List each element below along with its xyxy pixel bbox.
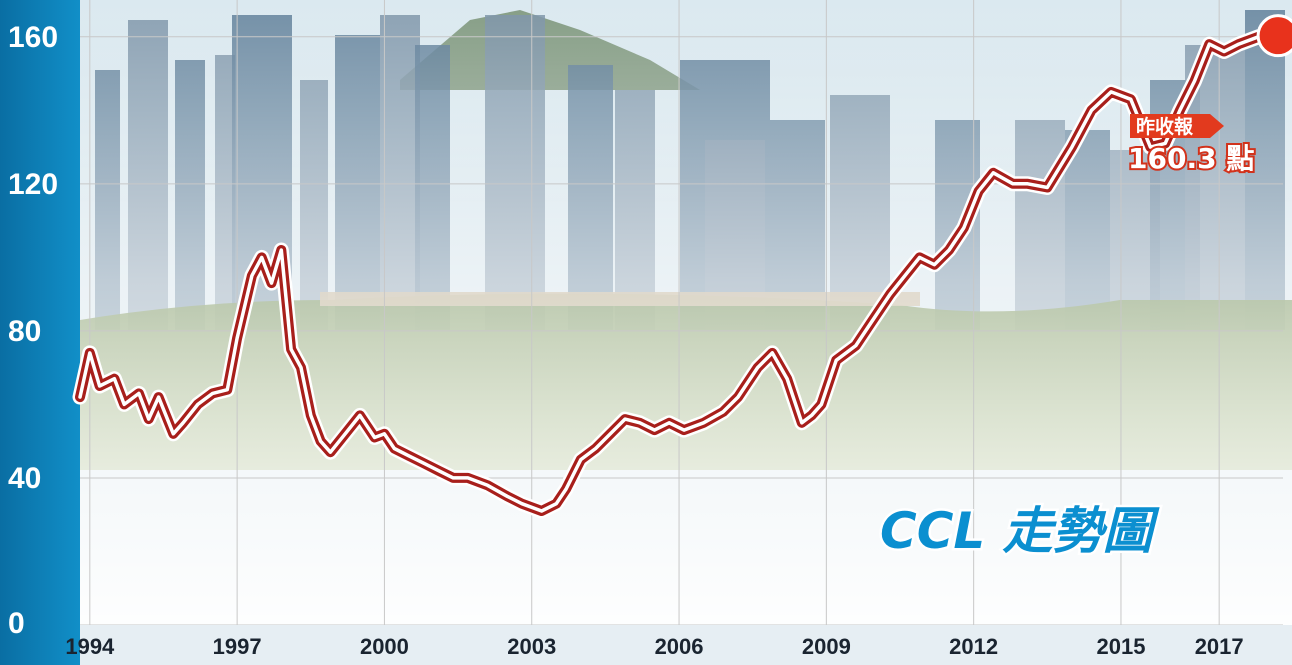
chart-title: CCL 走勢圖: [880, 502, 1160, 560]
x-axis-band: [80, 625, 1292, 665]
x-tick-label: 1994: [65, 634, 115, 659]
y-tick-label: 120: [8, 168, 58, 201]
series-line-inner: [78, 33, 1280, 513]
callout-tag: 昨收報: [1136, 115, 1194, 138]
y-tick-label: 160: [8, 21, 58, 54]
x-tick-label: 2006: [655, 634, 704, 659]
latest-point-marker: [1256, 14, 1292, 58]
x-tick-label: 2003: [507, 634, 556, 659]
series-ccl: [72, 14, 1292, 519]
x-tick-label: 2017: [1195, 634, 1244, 659]
latest-value-callout: 昨收報 160.3 點: [1126, 114, 1256, 177]
callout-arrow: [1130, 114, 1224, 138]
y-axis-band: [0, 0, 80, 665]
x-tick-label: 2000: [360, 634, 409, 659]
x-tick-label: 2015: [1096, 634, 1145, 659]
y-tick-labels: 0 40 80 120 160: [8, 21, 58, 640]
x-tick-labels: 1994 1997 2000 2003 2006 2009 2012 2015 2017: [65, 634, 1243, 659]
x-tick-label: 2009: [802, 634, 851, 659]
y-tick-label: 80: [8, 315, 41, 348]
y-tick-label: 0: [8, 607, 25, 640]
x-tick-label: 1997: [213, 634, 262, 659]
grid-lines: [80, 0, 1283, 626]
x-tick-label: 2012: [949, 634, 998, 659]
y-tick-label: 40: [8, 462, 41, 495]
callout-value: 160.3 點: [1128, 142, 1254, 175]
